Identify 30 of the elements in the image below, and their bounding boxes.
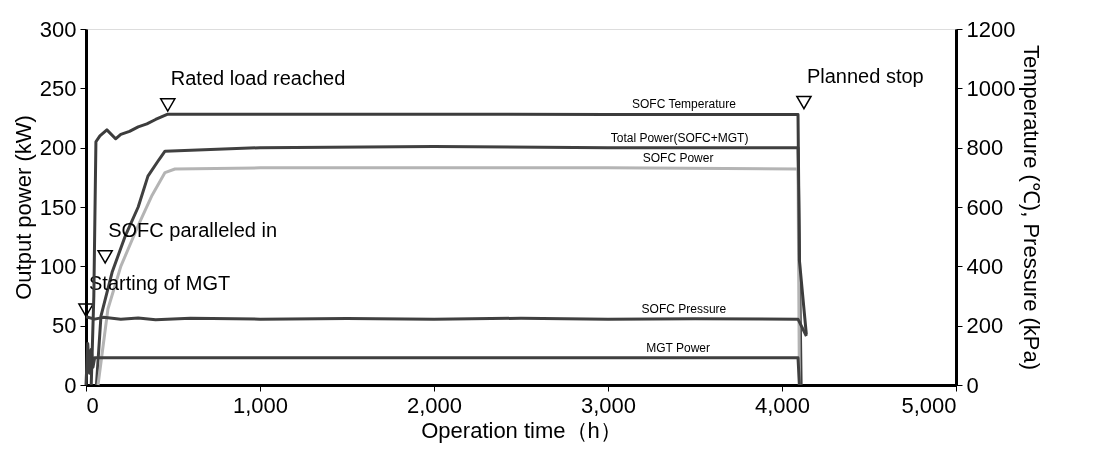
annotation: Planned stop (806, 64, 924, 87)
y2-axis-title: Temperature (℃), Pressure (kPa) (1019, 44, 1045, 371)
y-tick-label: 200 (39, 135, 77, 161)
y-tick-label: 150 (39, 194, 77, 220)
x-tick-label: 0 (86, 392, 99, 418)
y2-tick-label: 400 (966, 253, 1004, 279)
x-tick-label: 4,000 (754, 392, 811, 418)
series-label: SOFC Power (642, 151, 714, 166)
series-label: SOFC Temperature (631, 97, 737, 112)
annotation: Rated load reached (170, 66, 346, 89)
x-tick-label: 1,000 (232, 392, 289, 418)
y2-tick-label: 200 (966, 313, 1004, 339)
y2-tick-label: 1200 (966, 16, 1016, 42)
x-tick-label: 3,000 (580, 392, 637, 418)
y-tick-label: 0 (64, 372, 77, 398)
y2-tick-label: 600 (966, 194, 1004, 220)
y2-tick-label: 0 (966, 372, 979, 398)
series-label: SOFC Pressure (641, 301, 727, 316)
y2-tick-label: 1000 (966, 75, 1016, 101)
y2-tick-label: 800 (966, 135, 1004, 161)
series-label: Total Power(SOFC+MGT) (610, 130, 749, 145)
y-tick-label: 100 (39, 253, 77, 279)
series-label: MGT Power (646, 340, 711, 355)
y-tick-label: 250 (39, 75, 77, 101)
y-tick-label: 300 (39, 16, 77, 42)
y-tick-label: 50 (52, 313, 77, 339)
x-tick-label: 2,000 (406, 392, 463, 418)
y-axis-title: Output power (kW) (10, 115, 36, 300)
x-axis-title: Operation time（h） (421, 417, 622, 443)
x-tick-label: 5,000 (901, 392, 957, 418)
